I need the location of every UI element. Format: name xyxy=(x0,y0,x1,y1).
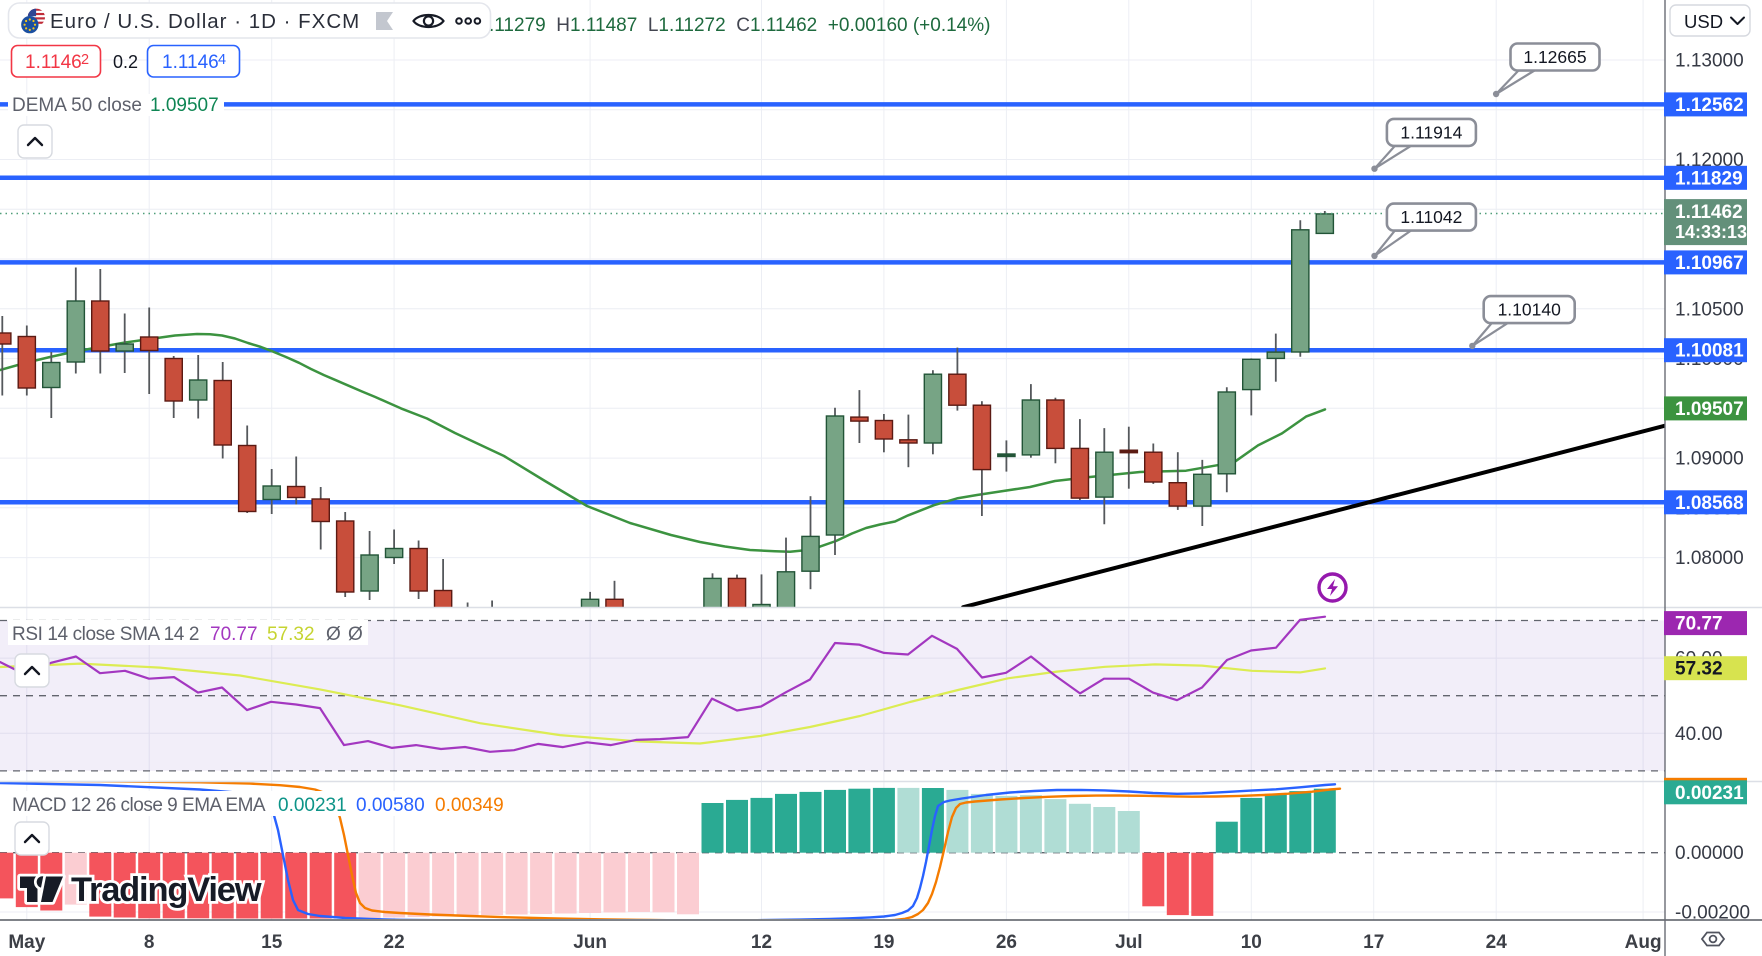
svg-text:10: 10 xyxy=(1241,932,1262,953)
svg-text:40.00: 40.00 xyxy=(1675,724,1723,745)
svg-text:RSI 14 close SMA 14 2: RSI 14 close SMA 14 2 xyxy=(12,624,199,645)
svg-text:1.09507: 1.09507 xyxy=(1675,399,1744,420)
svg-text:1.10081: 1.10081 xyxy=(1675,341,1744,362)
svg-text:0.00580: 0.00580 xyxy=(356,795,425,816)
svg-text:12: 12 xyxy=(751,932,772,953)
svg-text:0.00231: 0.00231 xyxy=(278,795,347,816)
svg-text:1.1146: 1.1146 xyxy=(25,52,82,73)
svg-text:-0.00200: -0.00200 xyxy=(1675,903,1750,924)
svg-text:.11279 H1.11487 L1.11272 C1: .11279 H1.11487 L1.11272 C1.11462 +0.001… xyxy=(489,15,990,36)
svg-text:57.32: 57.32 xyxy=(1675,659,1723,680)
svg-text:15: 15 xyxy=(261,932,283,953)
svg-text:Jul: Jul xyxy=(1115,932,1142,953)
svg-text:1.12562: 1.12562 xyxy=(1675,95,1744,116)
svg-text:USD: USD xyxy=(1684,11,1723,32)
svg-text:0.00349: 0.00349 xyxy=(435,795,504,816)
svg-text:Euro / U.S. Dollar · 1D · FXCM: Euro / U.S. Dollar · 1D · FXCM xyxy=(50,10,360,33)
svg-text:2: 2 xyxy=(81,52,89,68)
svg-text:70.77: 70.77 xyxy=(210,624,258,645)
svg-text:1.10140: 1.10140 xyxy=(1498,300,1562,320)
svg-text:Jun: Jun xyxy=(573,932,607,953)
svg-text:1.10500: 1.10500 xyxy=(1675,299,1744,320)
svg-text:0.00000: 0.00000 xyxy=(1675,843,1744,864)
svg-text:22: 22 xyxy=(384,932,405,953)
svg-text:0.00231: 0.00231 xyxy=(1675,783,1744,804)
svg-text:1.11042: 1.11042 xyxy=(1400,207,1462,227)
svg-text:1.11462: 1.11462 xyxy=(1675,202,1743,223)
svg-text:May: May xyxy=(8,932,45,953)
svg-text:1.09000: 1.09000 xyxy=(1675,449,1744,470)
svg-text:1.08568: 1.08568 xyxy=(1675,493,1744,514)
svg-text:4: 4 xyxy=(218,52,226,68)
svg-text:Aug: Aug xyxy=(1625,932,1662,953)
svg-text:1.08000: 1.08000 xyxy=(1675,548,1744,569)
svg-text:0.2: 0.2 xyxy=(113,52,138,72)
svg-text:1.13000: 1.13000 xyxy=(1675,51,1744,72)
svg-text:8: 8 xyxy=(144,932,155,953)
svg-text:1.11914: 1.11914 xyxy=(1400,122,1462,142)
svg-text:1.10967: 1.10967 xyxy=(1675,253,1744,274)
svg-text:24: 24 xyxy=(1486,932,1508,953)
svg-text:1.12000: 1.12000 xyxy=(1675,150,1744,171)
svg-text:DEMA 50 close: DEMA 50 close xyxy=(12,95,142,116)
svg-text:1.1146: 1.1146 xyxy=(162,52,219,73)
svg-text:19: 19 xyxy=(873,932,894,953)
svg-text:TradingView: TradingView xyxy=(71,871,262,909)
svg-text:57.32: 57.32 xyxy=(267,624,315,645)
svg-text:Ø: Ø xyxy=(326,624,341,645)
svg-text:26: 26 xyxy=(996,932,1017,953)
svg-text:Ø: Ø xyxy=(348,624,363,645)
svg-text:1.12665: 1.12665 xyxy=(1523,47,1586,67)
svg-text:1.09507: 1.09507 xyxy=(150,95,219,116)
svg-text:14:33:13: 14:33:13 xyxy=(1675,222,1747,242)
svg-text:70.77: 70.77 xyxy=(1675,614,1723,635)
svg-text:17: 17 xyxy=(1363,932,1384,953)
svg-text:MACD 12 26 close 9 EMA EMA: MACD 12 26 close 9 EMA EMA xyxy=(12,795,266,816)
svg-text:1.11829: 1.11829 xyxy=(1675,168,1743,189)
